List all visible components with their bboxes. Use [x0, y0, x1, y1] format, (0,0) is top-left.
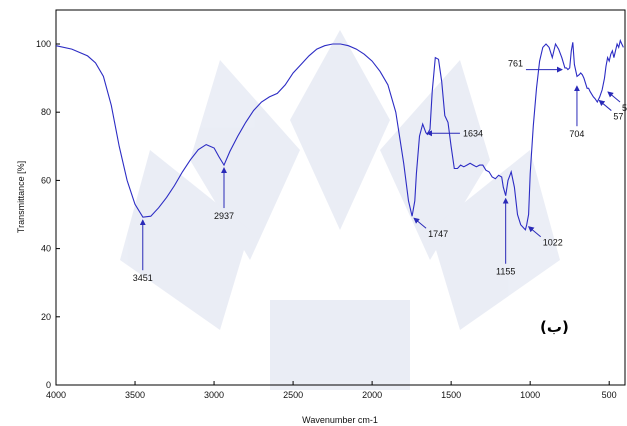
annotation-label: 57 [613, 112, 623, 122]
annotation-label: 1022 [543, 238, 563, 248]
x-tick-label: 3000 [204, 390, 224, 400]
x-axis-label: Wavenumber cm-1 [302, 415, 378, 425]
annotation-label: 3451 [133, 273, 153, 283]
annotation-label: 1634 [463, 128, 483, 138]
x-axis: 4000 3500 3000 2500 2000 1500 1000 500 [46, 381, 617, 400]
y-axis: 0 20 40 60 80 100 [36, 39, 60, 390]
y-tick-label: 80 [41, 107, 51, 117]
x-tick-label: 2500 [283, 390, 303, 400]
y-tick-label: 60 [41, 175, 51, 185]
x-tick-label: 3500 [125, 390, 145, 400]
annotation-arrow [413, 217, 427, 229]
y-tick-label: 40 [41, 244, 51, 254]
annotation-label: 52 [622, 103, 627, 113]
annotation-label: 1747 [428, 229, 448, 239]
annotation-label: 1155 [496, 267, 515, 277]
x-tick-label: 4000 [46, 390, 66, 400]
annotation-arrow [598, 99, 612, 111]
spectrum-line [55, 38, 624, 231]
plot-frame [55, 9, 626, 386]
x-tick-label: 500 [602, 390, 617, 400]
annotation-label: 761 [508, 59, 523, 69]
annotation-label: 704 [569, 129, 584, 139]
x-tick-label: 1500 [441, 390, 461, 400]
y-tick-label: 0 [46, 380, 51, 390]
y-axis-label: Transmittance [%] [16, 161, 26, 233]
y-tick-label: 20 [41, 312, 51, 322]
panel-label: (ب) [540, 318, 569, 336]
watermark-logo [120, 30, 560, 390]
annotation-label: 2937 [214, 211, 234, 221]
y-tick-label: 100 [36, 39, 51, 49]
annotation-arrow [607, 91, 621, 103]
annotation-arrow [527, 226, 542, 238]
x-tick-label: 2000 [362, 390, 382, 400]
x-tick-label: 1000 [520, 390, 540, 400]
peak-annotations: 3451 2937 1747 1634 1155 1022 761 704 5752 [133, 59, 627, 284]
